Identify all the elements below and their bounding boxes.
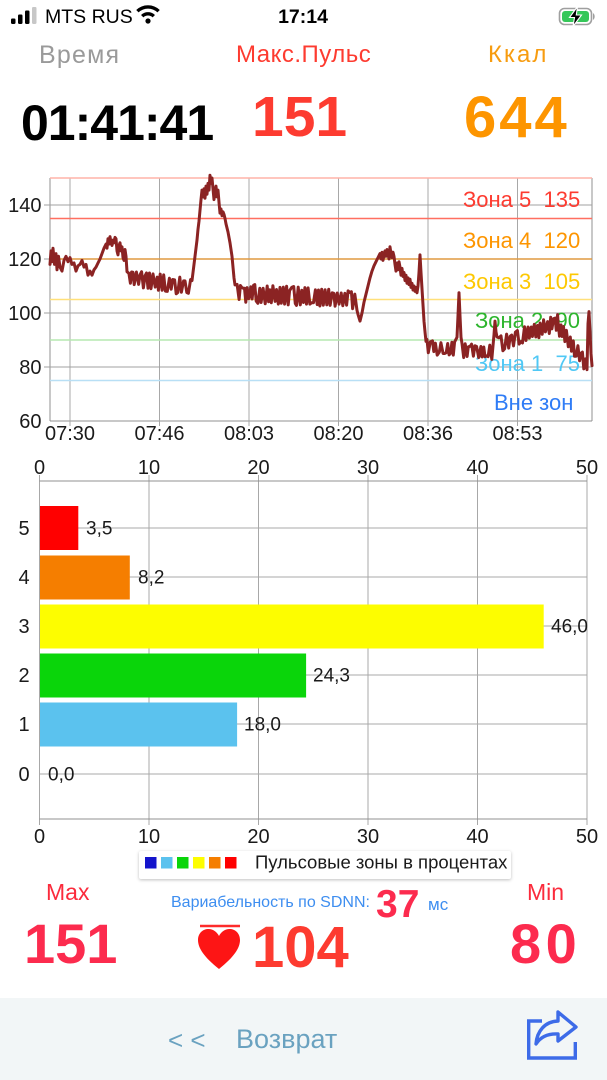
svg-text:50: 50 [576, 826, 598, 848]
svg-text:Пульсовые зоны в процентах: Пульсовые зоны в процентах [255, 852, 508, 873]
svg-text:07:30: 07:30 [45, 423, 95, 445]
svg-text:17:14: 17:14 [278, 6, 328, 28]
svg-text:MTS RUS: MTS RUS [45, 6, 133, 28]
svg-text:100: 100 [8, 303, 41, 325]
svg-text:5: 5 [18, 518, 29, 540]
svg-text:46,0: 46,0 [551, 617, 588, 638]
svg-text:Зона 4 120: Зона 4 120 [463, 228, 580, 253]
svg-text:07:46: 07:46 [134, 423, 184, 445]
svg-text:1: 1 [18, 714, 29, 736]
svg-text:Зона 3 105: Зона 3 105 [463, 269, 580, 294]
svg-text:50: 50 [576, 457, 598, 479]
svg-text:60: 60 [19, 411, 41, 433]
svg-text:4: 4 [18, 567, 29, 589]
svg-text:08:36: 08:36 [403, 423, 453, 445]
svg-text:08:03: 08:03 [224, 423, 274, 445]
svg-text:80: 80 [19, 357, 41, 379]
svg-text:10: 10 [138, 826, 160, 848]
svg-text:24,3: 24,3 [313, 666, 350, 687]
svg-text:0: 0 [18, 764, 29, 786]
svg-text:Зона 5 135: Зона 5 135 [463, 187, 580, 212]
svg-text:18,0: 18,0 [244, 715, 281, 736]
svg-text:10: 10 [138, 457, 160, 479]
svg-text:2: 2 [18, 665, 29, 687]
svg-text:20: 20 [247, 826, 269, 848]
svg-text:30: 30 [357, 457, 379, 479]
svg-text:0: 0 [34, 457, 45, 479]
svg-text:0,0: 0,0 [48, 765, 74, 786]
svg-text:120: 120 [8, 249, 41, 271]
svg-text:08:53: 08:53 [492, 423, 542, 445]
svg-text:140: 140 [8, 195, 41, 217]
svg-text:Вне зон: Вне зон [494, 390, 573, 415]
svg-text:08:20: 08:20 [313, 423, 363, 445]
svg-text:20: 20 [247, 457, 269, 479]
svg-text:40: 40 [466, 457, 488, 479]
svg-text:3: 3 [18, 616, 29, 638]
svg-text:3,5: 3,5 [86, 519, 112, 540]
svg-text:40: 40 [466, 826, 488, 848]
svg-text:30: 30 [357, 826, 379, 848]
svg-text:8,2: 8,2 [138, 568, 164, 589]
svg-text:0: 0 [34, 826, 45, 848]
